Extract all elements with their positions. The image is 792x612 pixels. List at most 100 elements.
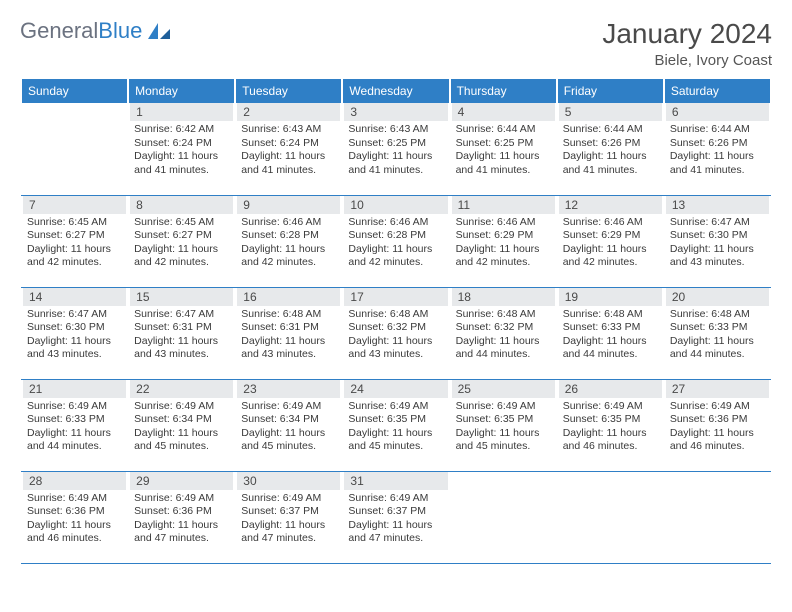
- daylight-text: Daylight: 11 hours and 41 minutes.: [241, 150, 336, 177]
- sunset-text: Sunset: 6:37 PM: [241, 505, 336, 519]
- cell-body: Sunrise: 6:48 AMSunset: 6:33 PMDaylight:…: [664, 306, 771, 367]
- calendar-cell: 31Sunrise: 6:49 AMSunset: 6:37 PMDayligh…: [342, 471, 449, 563]
- day-number: [21, 103, 128, 107]
- calendar-cell: 18Sunrise: 6:48 AMSunset: 6:32 PMDayligh…: [450, 287, 557, 379]
- day-number: 21: [21, 380, 128, 398]
- sunset-text: Sunset: 6:30 PM: [27, 321, 122, 335]
- daylight-text: Daylight: 11 hours and 43 minutes.: [348, 335, 443, 362]
- cell-body: Sunrise: 6:49 AMSunset: 6:34 PMDaylight:…: [235, 398, 342, 459]
- sunset-text: Sunset: 6:27 PM: [27, 229, 122, 243]
- daylight-text: Daylight: 11 hours and 42 minutes.: [134, 243, 229, 270]
- day-number: 14: [21, 288, 128, 306]
- daylight-text: Daylight: 11 hours and 41 minutes.: [348, 150, 443, 177]
- day-header: Wednesday: [342, 79, 449, 103]
- day-header: Thursday: [450, 79, 557, 103]
- cell-body: Sunrise: 6:42 AMSunset: 6:24 PMDaylight:…: [128, 121, 235, 182]
- sunrise-text: Sunrise: 6:45 AM: [27, 216, 122, 230]
- calendar-cell: [664, 471, 771, 563]
- calendar-cell: 6Sunrise: 6:44 AMSunset: 6:26 PMDaylight…: [664, 103, 771, 195]
- day-number: 18: [450, 288, 557, 306]
- day-number: 8: [128, 196, 235, 214]
- sunset-text: Sunset: 6:32 PM: [348, 321, 443, 335]
- calendar-cell: 20Sunrise: 6:48 AMSunset: 6:33 PMDayligh…: [664, 287, 771, 379]
- calendar-cell: [557, 471, 664, 563]
- daylight-text: Daylight: 11 hours and 44 minutes.: [670, 335, 765, 362]
- day-header: Friday: [557, 79, 664, 103]
- day-number: 16: [235, 288, 342, 306]
- sunset-text: Sunset: 6:29 PM: [456, 229, 551, 243]
- daylight-text: Daylight: 11 hours and 47 minutes.: [348, 519, 443, 546]
- daylight-text: Daylight: 11 hours and 44 minutes.: [563, 335, 658, 362]
- sunrise-text: Sunrise: 6:46 AM: [241, 216, 336, 230]
- sunrise-text: Sunrise: 6:44 AM: [563, 123, 658, 137]
- sunrise-text: Sunrise: 6:44 AM: [670, 123, 765, 137]
- calendar-cell: 23Sunrise: 6:49 AMSunset: 6:34 PMDayligh…: [235, 379, 342, 471]
- cell-body: Sunrise: 6:49 AMSunset: 6:34 PMDaylight:…: [128, 398, 235, 459]
- calendar-cell: 13Sunrise: 6:47 AMSunset: 6:30 PMDayligh…: [664, 195, 771, 287]
- cell-body: Sunrise: 6:46 AMSunset: 6:29 PMDaylight:…: [450, 214, 557, 275]
- day-number: 29: [128, 472, 235, 490]
- day-number: 6: [664, 103, 771, 121]
- sunset-text: Sunset: 6:25 PM: [348, 137, 443, 151]
- cell-body: Sunrise: 6:49 AMSunset: 6:36 PMDaylight:…: [21, 490, 128, 551]
- day-number: 13: [664, 196, 771, 214]
- sunset-text: Sunset: 6:32 PM: [456, 321, 551, 335]
- sunrise-text: Sunrise: 6:43 AM: [241, 123, 336, 137]
- day-number: 10: [342, 196, 449, 214]
- calendar-cell: 3Sunrise: 6:43 AMSunset: 6:25 PMDaylight…: [342, 103, 449, 195]
- sunrise-text: Sunrise: 6:49 AM: [241, 492, 336, 506]
- sunset-text: Sunset: 6:29 PM: [563, 229, 658, 243]
- calendar-cell: 22Sunrise: 6:49 AMSunset: 6:34 PMDayligh…: [128, 379, 235, 471]
- month-title: January 2024: [602, 18, 772, 50]
- sunrise-text: Sunrise: 6:49 AM: [27, 400, 122, 414]
- calendar-cell: 7Sunrise: 6:45 AMSunset: 6:27 PMDaylight…: [21, 195, 128, 287]
- sunrise-text: Sunrise: 6:45 AM: [134, 216, 229, 230]
- sunset-text: Sunset: 6:28 PM: [348, 229, 443, 243]
- calendar-row: 21Sunrise: 6:49 AMSunset: 6:33 PMDayligh…: [21, 379, 771, 471]
- calendar-cell: 10Sunrise: 6:46 AMSunset: 6:28 PMDayligh…: [342, 195, 449, 287]
- sunrise-text: Sunrise: 6:44 AM: [456, 123, 551, 137]
- sunset-text: Sunset: 6:27 PM: [134, 229, 229, 243]
- sunrise-text: Sunrise: 6:46 AM: [563, 216, 658, 230]
- day-number: 4: [450, 103, 557, 121]
- title-block: January 2024 Biele, Ivory Coast: [602, 18, 772, 69]
- day-number: 5: [557, 103, 664, 121]
- sunset-text: Sunset: 6:24 PM: [241, 137, 336, 151]
- day-number: 1: [128, 103, 235, 121]
- daylight-text: Daylight: 11 hours and 43 minutes.: [670, 243, 765, 270]
- sunset-text: Sunset: 6:31 PM: [134, 321, 229, 335]
- sunset-text: Sunset: 6:28 PM: [241, 229, 336, 243]
- sunrise-text: Sunrise: 6:48 AM: [563, 308, 658, 322]
- calendar-row: 1Sunrise: 6:42 AMSunset: 6:24 PMDaylight…: [21, 103, 771, 195]
- logo-text-general: General: [20, 18, 98, 44]
- calendar-cell: 14Sunrise: 6:47 AMSunset: 6:30 PMDayligh…: [21, 287, 128, 379]
- day-number: 17: [342, 288, 449, 306]
- logo-sail-icon: [146, 21, 172, 41]
- day-number: 31: [342, 472, 449, 490]
- cell-body: Sunrise: 6:43 AMSunset: 6:24 PMDaylight:…: [235, 121, 342, 182]
- day-number: [450, 472, 557, 476]
- sunrise-text: Sunrise: 6:48 AM: [670, 308, 765, 322]
- daylight-text: Daylight: 11 hours and 42 minutes.: [27, 243, 122, 270]
- day-number: 22: [128, 380, 235, 398]
- calendar-head: SundayMondayTuesdayWednesdayThursdayFrid…: [21, 79, 771, 103]
- day-header-row: SundayMondayTuesdayWednesdayThursdayFrid…: [21, 79, 771, 103]
- calendar-cell: 2Sunrise: 6:43 AMSunset: 6:24 PMDaylight…: [235, 103, 342, 195]
- daylight-text: Daylight: 11 hours and 41 minutes.: [563, 150, 658, 177]
- daylight-text: Daylight: 11 hours and 45 minutes.: [456, 427, 551, 454]
- sunrise-text: Sunrise: 6:49 AM: [563, 400, 658, 414]
- sunrise-text: Sunrise: 6:48 AM: [241, 308, 336, 322]
- sunset-text: Sunset: 6:24 PM: [134, 137, 229, 151]
- day-number: 26: [557, 380, 664, 398]
- daylight-text: Daylight: 11 hours and 43 minutes.: [134, 335, 229, 362]
- calendar-row: 14Sunrise: 6:47 AMSunset: 6:30 PMDayligh…: [21, 287, 771, 379]
- cell-body: Sunrise: 6:49 AMSunset: 6:35 PMDaylight:…: [342, 398, 449, 459]
- location: Biele, Ivory Coast: [602, 52, 772, 69]
- calendar-cell: 28Sunrise: 6:49 AMSunset: 6:36 PMDayligh…: [21, 471, 128, 563]
- sunrise-text: Sunrise: 6:46 AM: [348, 216, 443, 230]
- day-number: 27: [664, 380, 771, 398]
- cell-body: Sunrise: 6:49 AMSunset: 6:33 PMDaylight:…: [21, 398, 128, 459]
- sunrise-text: Sunrise: 6:49 AM: [348, 492, 443, 506]
- daylight-text: Daylight: 11 hours and 46 minutes.: [563, 427, 658, 454]
- cell-body: Sunrise: 6:49 AMSunset: 6:35 PMDaylight:…: [557, 398, 664, 459]
